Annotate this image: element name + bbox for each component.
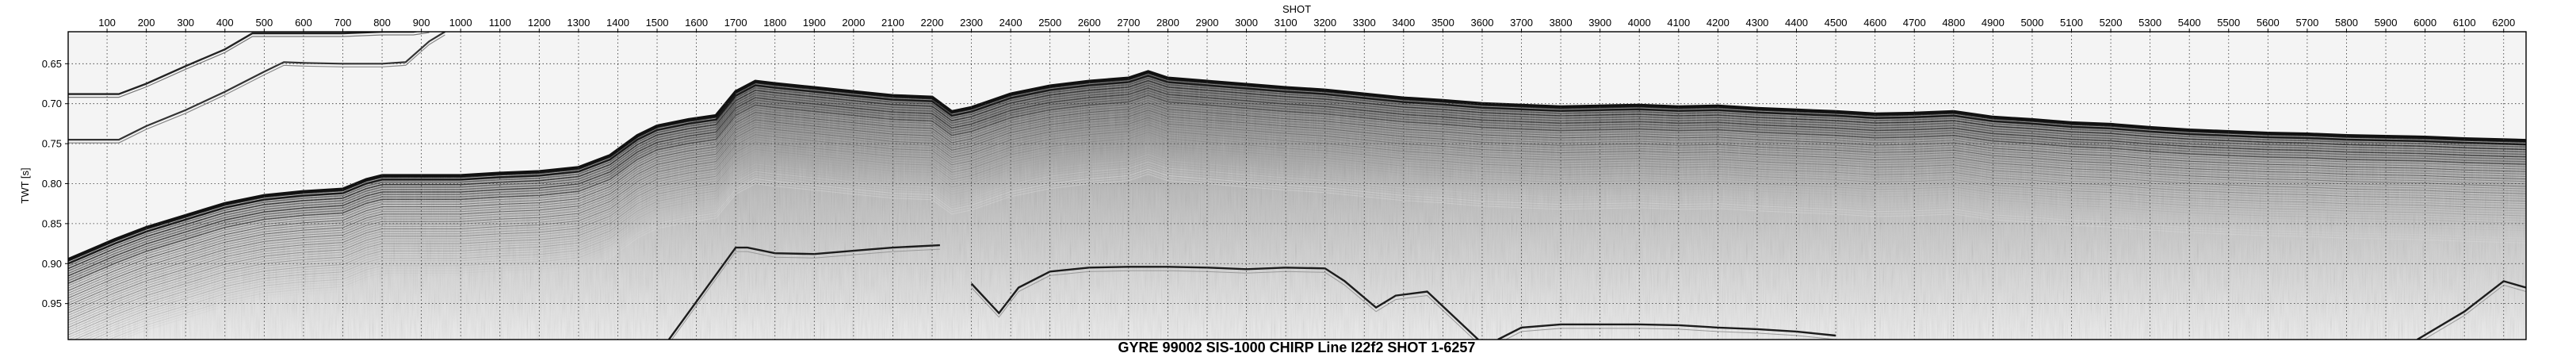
bottom-echo-trail-4 — [2423, 284, 2526, 340]
x-tick-label: 900 — [413, 17, 430, 29]
x-tick-label: 3500 — [1431, 17, 1454, 29]
x-tick-label: 4100 — [1667, 17, 1690, 29]
x-tick-label: 1100 — [489, 17, 511, 29]
x-tick-label: 2100 — [881, 17, 904, 29]
x-tick-label: 2500 — [1038, 17, 1061, 29]
x-tick-label: 200 — [138, 17, 155, 29]
x-tick-label: 4300 — [1745, 17, 1768, 29]
x-tick-label: 5200 — [2100, 17, 2123, 29]
x-tick-label: 4600 — [1863, 17, 1886, 29]
plot-frame — [67, 31, 2527, 340]
first-multiple-trail — [68, 32, 430, 98]
x-tick-label: 3800 — [1550, 17, 1573, 29]
y-axis-title: TWT [s] — [19, 167, 31, 203]
second-multiple — [68, 32, 445, 141]
x-tick-label: 2700 — [1117, 17, 1140, 29]
x-tick-label: 2200 — [921, 17, 944, 29]
bottom-echo-4 — [2417, 280, 2526, 340]
bottom-echo-trail-3 — [1504, 328, 1836, 340]
bottom-echo-3 — [1497, 323, 1836, 340]
x-tick-label: 1000 — [449, 17, 472, 29]
x-tick-label: 4400 — [1785, 17, 1808, 29]
x-tick-label: 600 — [295, 17, 312, 29]
figure-title: GYRE 99002 SIS-1000 CHIRP Line I22f2 SHO… — [1118, 340, 1476, 355]
x-tick-label: 3300 — [1353, 17, 1376, 29]
x-tick-label: 1900 — [803, 17, 826, 29]
x-tick-label: 1600 — [685, 17, 708, 29]
x-tick-label: 4900 — [1982, 17, 2005, 29]
x-tick-label: 3200 — [1313, 17, 1336, 29]
x-tick-label: 5700 — [2295, 17, 2318, 29]
x-tick-label: 3100 — [1275, 17, 1298, 29]
x-tick-label: 2400 — [999, 17, 1022, 29]
x-tick-label: 5600 — [2257, 17, 2280, 29]
x-tick-label: 6200 — [2492, 17, 2515, 29]
x-tick-label: 3900 — [1588, 17, 1611, 29]
acoustic-noise — [68, 71, 2526, 340]
y-tick-label: 0.70 — [42, 98, 62, 109]
first-multiple — [68, 32, 420, 95]
x-tick-label: 1800 — [763, 17, 786, 29]
y-tick-label: 0.65 — [42, 58, 62, 70]
x-tick-label: 2900 — [1196, 17, 1219, 29]
x-tick-label: 5000 — [2020, 17, 2043, 29]
x-tick-label: 400 — [216, 17, 234, 29]
x-tick-label: 4200 — [1707, 17, 1729, 29]
x-tick-label: 6000 — [2414, 17, 2436, 29]
x-tick-label: 5800 — [2335, 17, 2358, 29]
x-tick-label: 2300 — [960, 17, 983, 29]
x-tick-label: 2600 — [1078, 17, 1101, 29]
x-tick-label: 4700 — [1903, 17, 1926, 29]
y-tick-label: 0.85 — [42, 217, 62, 229]
x-tick-label: 6100 — [2453, 17, 2476, 29]
x-tick-label: 3700 — [1510, 17, 1533, 29]
x-tick-label: 3600 — [1471, 17, 1494, 29]
bottom-echo-2 — [970, 266, 1479, 340]
x-tick-label: 1300 — [567, 17, 590, 29]
x-tick-label: 3000 — [1235, 17, 1258, 29]
x-tick-label: 5100 — [2060, 17, 2083, 29]
bottom-echo-1 — [667, 244, 940, 340]
x-tick-label: 5900 — [2375, 17, 2398, 29]
y-tick-label: 0.75 — [42, 138, 62, 150]
x-tick-label: 700 — [334, 17, 352, 29]
x-tick-label: 300 — [177, 17, 194, 29]
bottom-echo-trail-1 — [671, 248, 940, 340]
x-tick-label: 4800 — [1942, 17, 1965, 29]
x-tick-label: 1500 — [646, 17, 669, 29]
x-tick-label: 4500 — [1825, 17, 1848, 29]
x-axis-title: SHOT — [1282, 3, 1311, 15]
x-tick-label: 1400 — [606, 17, 629, 29]
x-tick-label: 3400 — [1392, 17, 1415, 29]
x-tick-label: 4000 — [1628, 17, 1651, 29]
x-tick-label: 2000 — [842, 17, 865, 29]
x-tick-label: 800 — [373, 17, 391, 29]
x-tick-label: 500 — [255, 17, 273, 29]
bottom-echo-trail-2 — [971, 270, 1475, 340]
y-tick-label: 0.90 — [42, 258, 62, 270]
y-tick-label: 0.95 — [42, 298, 62, 309]
x-tick-label: 5500 — [2217, 17, 2240, 29]
x-tick-label: 1700 — [724, 17, 747, 29]
x-tick-label: 2800 — [1156, 17, 1179, 29]
y-tick-label: 0.80 — [42, 178, 62, 190]
x-tick-label: 5300 — [2138, 17, 2161, 29]
x-tick-label: 1200 — [528, 17, 551, 29]
x-tick-label: 100 — [98, 17, 116, 29]
x-tick-label: 5400 — [2178, 17, 2201, 29]
